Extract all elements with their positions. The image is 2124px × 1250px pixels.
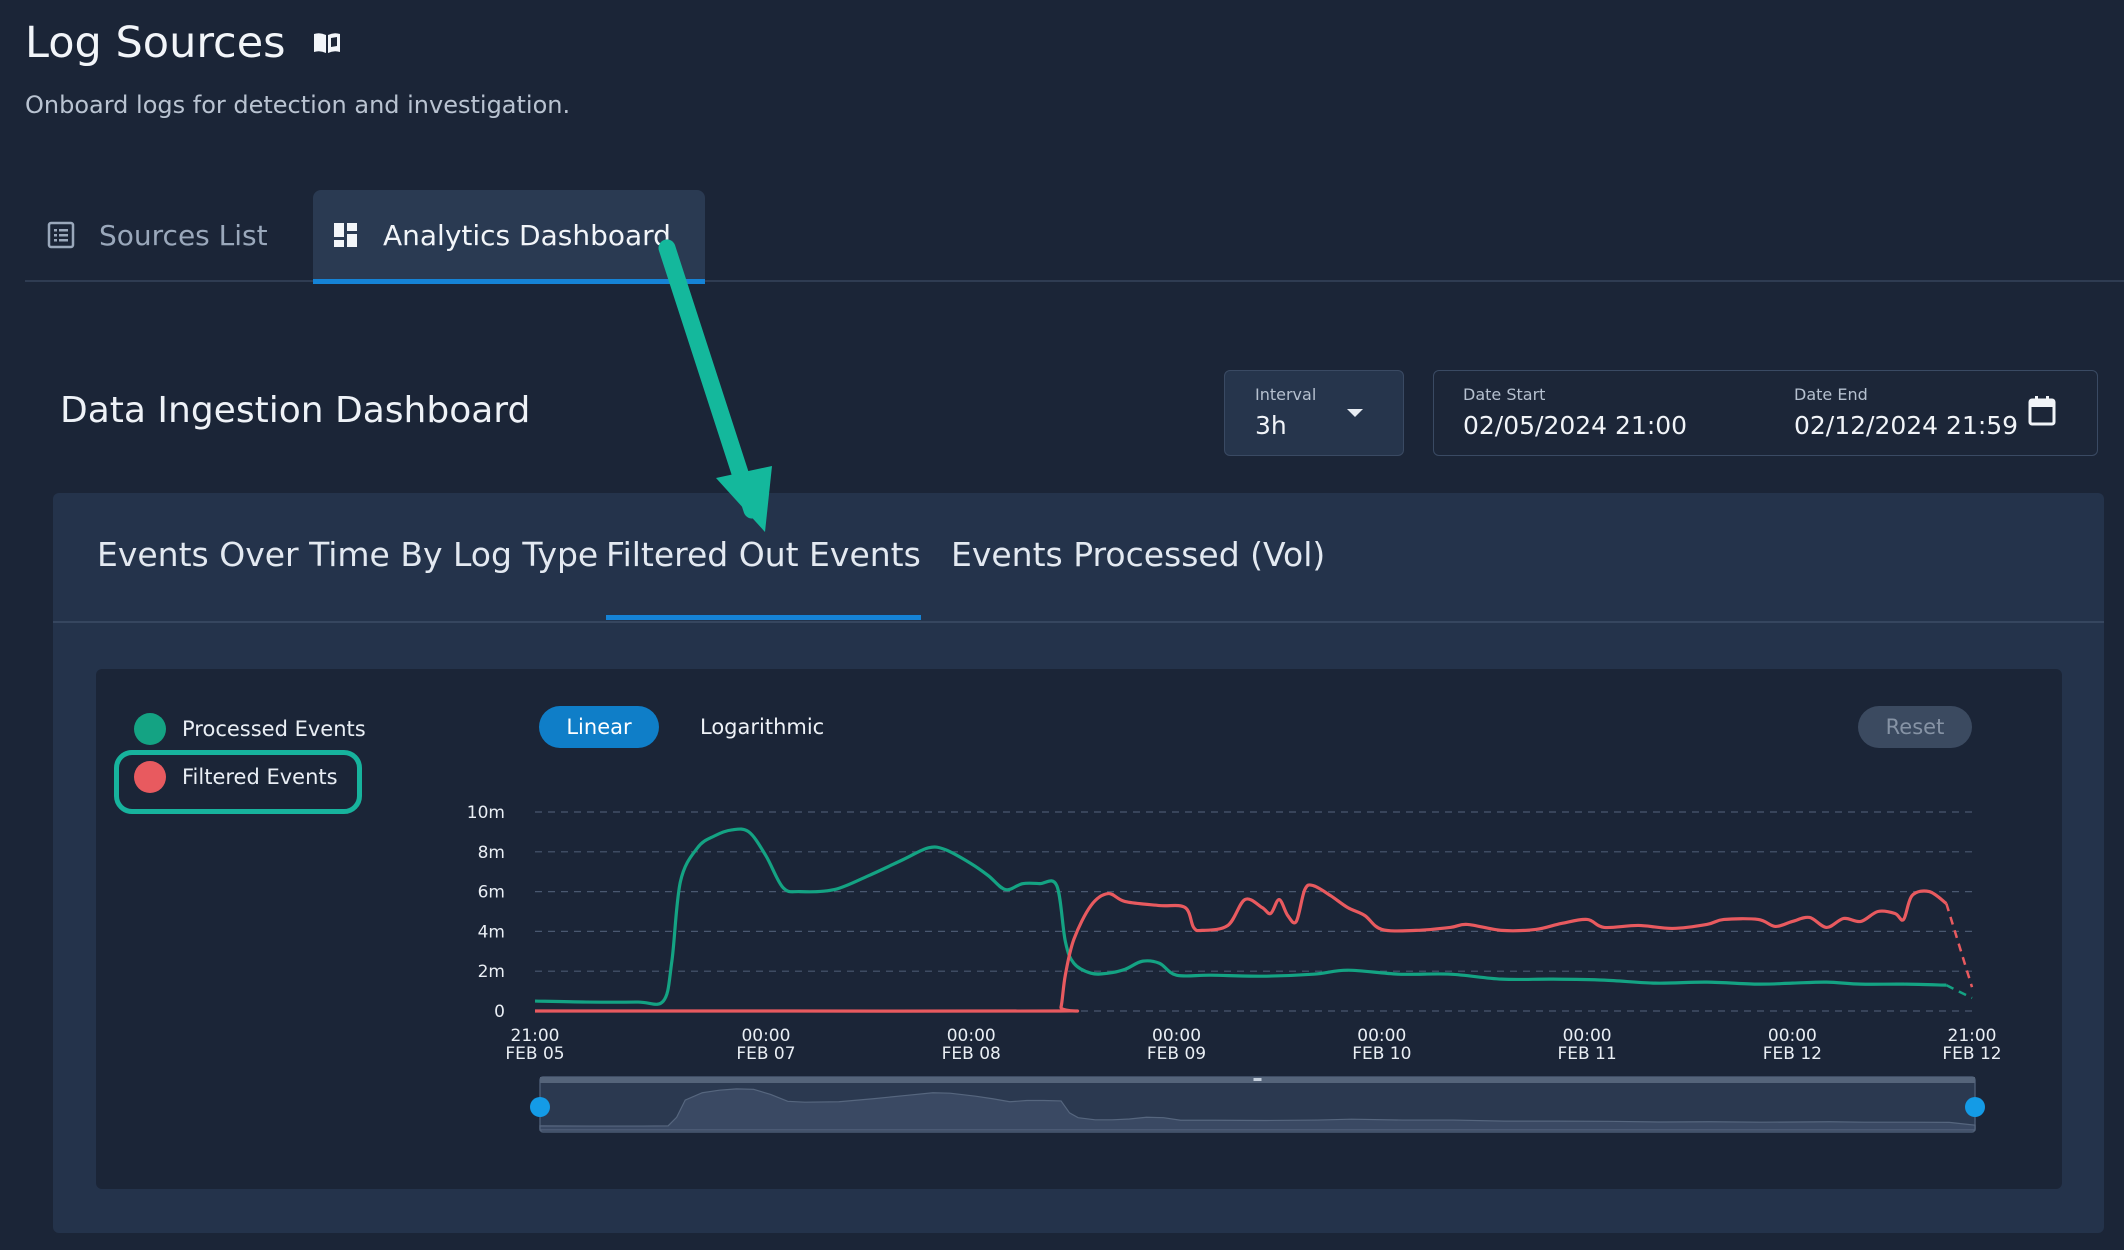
legend-label-filtered: Filtered Events xyxy=(182,765,338,789)
x-tick-label: 00:00 xyxy=(1152,1026,1201,1046)
tab-events-processed-vol[interactable]: Events Processed (Vol) xyxy=(951,535,1326,574)
range-handle-end[interactable] xyxy=(1965,1097,1985,1117)
y-tick-label: 6m xyxy=(478,883,505,903)
list-icon xyxy=(47,221,75,249)
x-tick-label: FEB 12 xyxy=(1763,1044,1822,1064)
page-title-text: Log Sources xyxy=(25,18,286,68)
y-tick-label: 2m xyxy=(478,962,505,982)
linear-scale-button[interactable]: Linear xyxy=(539,706,659,748)
book-icon[interactable] xyxy=(312,31,342,55)
legend-label-processed: Processed Events xyxy=(182,717,366,741)
range-navigator-preview xyxy=(539,1088,1976,1131)
x-tick-label: 00:00 xyxy=(741,1026,790,1046)
date-end-label: Date End xyxy=(1794,385,1868,404)
chevron-down-icon xyxy=(1347,409,1363,417)
x-tick-label: 21:00 xyxy=(1948,1026,1997,1046)
date-range-picker[interactable]: Date Start 02/05/2024 21:00 Date End 02/… xyxy=(1433,370,2098,456)
dashboard-title: Data Ingestion Dashboard xyxy=(60,390,531,431)
tab-analytics-dashboard-label: Analytics Dashboard xyxy=(383,218,671,252)
date-end-value[interactable]: 02/12/2024 21:59 xyxy=(1794,411,2019,440)
tab-analytics-dashboard[interactable]: Analytics Dashboard xyxy=(313,190,705,284)
x-tick-label: FEB 07 xyxy=(736,1044,795,1064)
x-tick-label: 00:00 xyxy=(947,1026,996,1046)
y-tick-label: 4m xyxy=(478,922,505,942)
tab-sources-list[interactable]: Sources List xyxy=(47,190,268,280)
legend-processed-events[interactable]: Processed Events xyxy=(134,713,366,745)
x-tick-label: FEB 10 xyxy=(1352,1044,1411,1064)
tab-sources-list-label: Sources List xyxy=(99,218,268,252)
x-tick-label: FEB 08 xyxy=(942,1044,1001,1064)
interval-select[interactable]: Interval 3h xyxy=(1224,370,1404,456)
x-tick-label: FEB 05 xyxy=(505,1044,564,1064)
series-filtered-events-tail xyxy=(1945,903,1974,988)
series-filtered-events-line xyxy=(534,883,1948,1013)
page-subtitle: Onboard logs for detection and investiga… xyxy=(25,91,571,119)
y-tick-label: 10m xyxy=(467,803,505,823)
logarithmic-scale-button[interactable]: Logarithmic xyxy=(700,715,825,739)
x-tick-label: FEB 12 xyxy=(1942,1044,2001,1064)
legend-dot-filtered xyxy=(134,761,166,793)
series-processed-events-tail xyxy=(1945,984,1973,1000)
reset-zoom-button[interactable]: Reset xyxy=(1858,706,1972,748)
range-navigator-grip xyxy=(1253,1078,1262,1081)
tab-filtered-out-events[interactable]: Filtered Out Events xyxy=(606,535,921,620)
x-tick-label: 00:00 xyxy=(1563,1026,1612,1046)
grid-icon xyxy=(334,223,357,247)
range-handle-start[interactable] xyxy=(530,1097,550,1117)
x-tick-label: 21:00 xyxy=(511,1026,560,1046)
legend-filtered-events[interactable]: Filtered Events xyxy=(134,761,338,793)
series-processed-events-line xyxy=(534,827,1947,1006)
x-tick-label: 00:00 xyxy=(1768,1026,1817,1046)
page-title: Log Sources xyxy=(25,18,342,68)
interval-label: Interval xyxy=(1255,385,1317,404)
x-tick-label: 00:00 xyxy=(1357,1026,1406,1046)
y-tick-label: 0 xyxy=(494,1002,505,1022)
calendar-icon[interactable] xyxy=(2027,395,2057,427)
date-start-value[interactable]: 02/05/2024 21:00 xyxy=(1463,411,1688,440)
x-tick-label: FEB 11 xyxy=(1557,1044,1616,1064)
x-tick-label: FEB 09 xyxy=(1147,1044,1206,1064)
page-tabs: Sources List Analytics Dashboard xyxy=(25,188,2124,284)
y-tick-label: 8m xyxy=(478,843,505,863)
date-start-label: Date Start xyxy=(1463,385,1546,404)
chart-tabs: Events Over Time By Log Type Filtered Ou… xyxy=(53,493,2104,623)
tab-events-over-time[interactable]: Events Over Time By Log Type xyxy=(97,535,599,574)
interval-value: 3h xyxy=(1255,411,1287,440)
legend-dot-processed xyxy=(134,713,166,745)
